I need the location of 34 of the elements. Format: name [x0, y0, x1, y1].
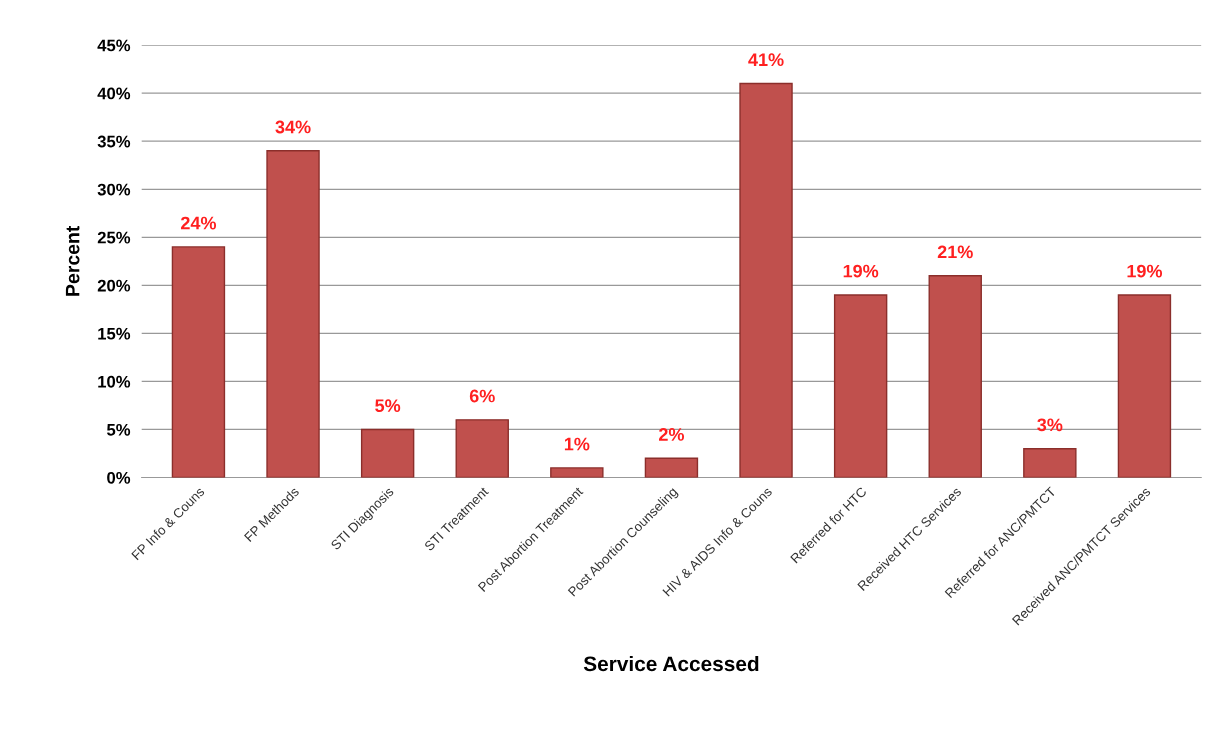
y-tick-label: 15%: [98, 327, 131, 340]
bar: [266, 150, 320, 478]
y-tick-label: 10%: [98, 375, 131, 388]
data-label: 5%: [375, 399, 401, 413]
data-label: 1%: [564, 437, 590, 451]
bar: [550, 467, 604, 478]
data-label: 2%: [659, 428, 685, 441]
bar: [1117, 294, 1172, 478]
data-label: 19%: [1127, 264, 1163, 278]
bar: [739, 82, 793, 478]
y-tick-label: 40%: [97, 87, 131, 100]
bar: [360, 428, 415, 478]
y-axis-title: Percent: [65, 225, 80, 296]
x-axis-title: Service Accessed: [583, 655, 759, 672]
data-label: 21%: [937, 245, 973, 259]
y-tick-label: 25%: [97, 231, 131, 244]
data-label: 6%: [469, 389, 495, 403]
y-tick-label: 35%: [97, 135, 131, 148]
y-tick-label: 0%: [107, 471, 131, 484]
bar: [455, 419, 509, 478]
data-label: 41%: [748, 53, 784, 67]
bar: [928, 275, 982, 478]
y-tick-label: 45%: [97, 39, 131, 52]
y-tick-label: 5%: [106, 423, 131, 436]
data-label: 24%: [181, 216, 217, 230]
bar: [1023, 447, 1077, 478]
data-label: 34%: [275, 120, 311, 134]
bar: [171, 246, 226, 478]
bar: [644, 457, 699, 478]
data-label: 19%: [843, 264, 879, 278]
bar: [833, 294, 888, 478]
data-label: 3%: [1037, 418, 1063, 432]
y-tick-label: 30%: [97, 183, 131, 196]
y-tick-label: 20%: [97, 279, 131, 292]
